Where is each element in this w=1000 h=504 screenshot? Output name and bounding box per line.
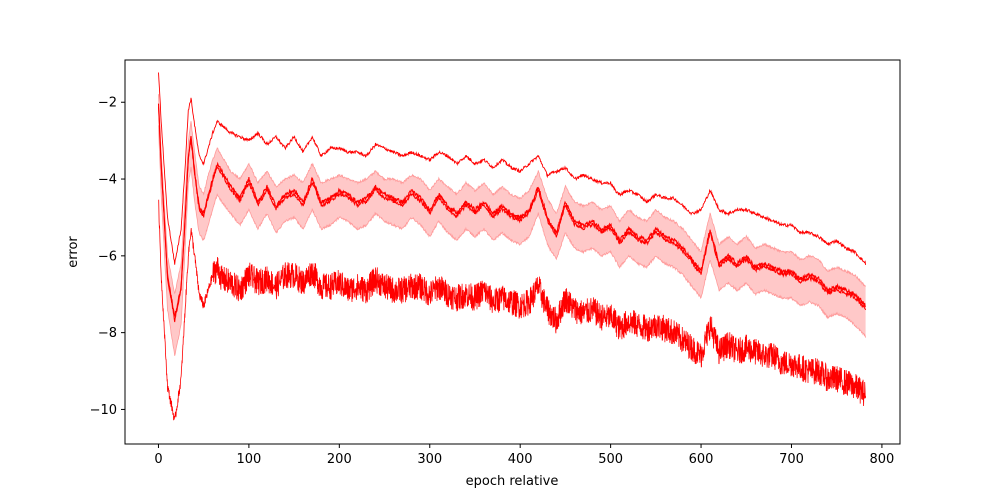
- lower-series-line: [158, 199, 866, 421]
- x-tick-label: 700: [779, 452, 804, 467]
- x-tick-label: 300: [417, 452, 442, 467]
- y-axis-ticks: −10 −8 −6 −4 −2: [90, 96, 125, 418]
- band-upper-edge: [158, 94, 866, 295]
- y-tick-label: −4: [98, 173, 117, 188]
- plot-frame: [124, 59, 901, 445]
- mean-series-line: [157, 103, 866, 317]
- y-tick-label: −8: [98, 326, 117, 341]
- x-tick-label: 400: [508, 452, 533, 467]
- x-axis-label: epoch relative: [466, 474, 559, 489]
- x-axis-ticks: 0 100 200 300 400 500 600 700 800: [154, 444, 894, 467]
- y-tick-label: −2: [98, 96, 117, 111]
- y-tick-label: −6: [98, 249, 117, 264]
- x-tick-label: 500: [598, 452, 623, 467]
- confidence-band: [158, 94, 866, 356]
- upper-series-line: [158, 72, 867, 265]
- x-tick-label: 100: [236, 452, 261, 467]
- x-tick-label: 800: [869, 452, 894, 467]
- y-axis-label: error: [66, 236, 81, 268]
- band-lower-edge: [158, 125, 866, 356]
- data-layer: [157, 72, 867, 421]
- mean-series-line-secondary: [158, 106, 867, 323]
- x-tick-label: 600: [689, 452, 714, 467]
- y-tick-label: −10: [90, 403, 117, 418]
- x-tick-label: 200: [327, 452, 352, 467]
- x-tick-label: 0: [154, 452, 162, 467]
